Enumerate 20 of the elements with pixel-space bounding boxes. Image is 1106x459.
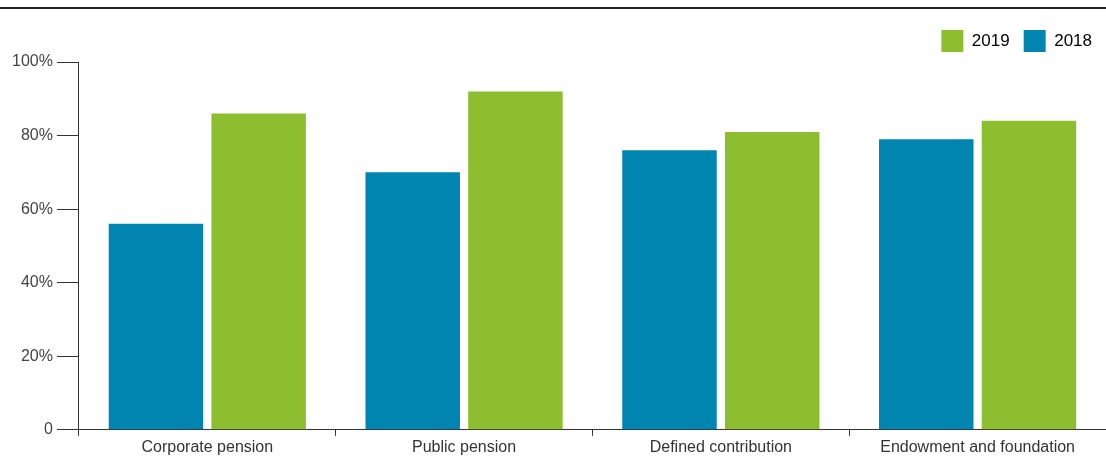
bar — [724, 131, 820, 430]
x-tick-label: Corporate pension — [141, 437, 274, 455]
y-tick-label: 100% — [12, 52, 53, 70]
legend-label: 2018 — [1054, 30, 1093, 50]
x-tick-label: Endowment and foundation — [880, 437, 1076, 455]
x-tick-label: Defined contribution — [649, 437, 792, 455]
bar — [211, 113, 306, 430]
y-tick-label: 80% — [20, 125, 53, 143]
bar — [981, 120, 1077, 430]
bar — [622, 150, 717, 430]
bar — [365, 172, 460, 430]
y-tick-label: 0 — [44, 420, 54, 438]
x-tick-label: Public pension — [412, 437, 517, 455]
bar — [468, 91, 563, 430]
bar — [108, 223, 204, 430]
y-tick-label: 60% — [20, 199, 53, 217]
bar — [879, 139, 974, 430]
y-tick-label: 40% — [20, 273, 53, 291]
legend-label: 2019 — [971, 30, 1010, 50]
y-tick-label: 20% — [20, 346, 53, 364]
